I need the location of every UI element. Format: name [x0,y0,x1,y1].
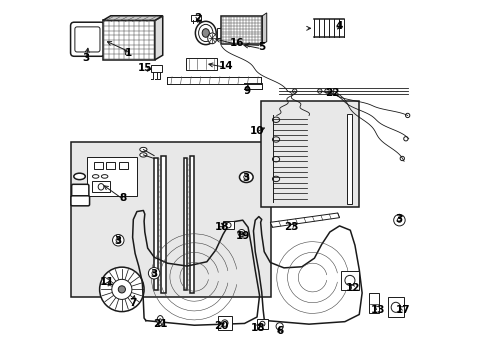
Ellipse shape [140,153,147,157]
Ellipse shape [399,156,404,161]
Circle shape [393,215,405,226]
FancyBboxPatch shape [71,196,89,206]
Polygon shape [102,16,163,21]
Text: 15: 15 [137,63,152,73]
Ellipse shape [74,173,85,180]
Polygon shape [262,13,266,44]
Bar [102,21,155,60]
Text: 12: 12 [345,283,359,293]
Ellipse shape [92,175,99,178]
Text: 3: 3 [114,236,122,246]
Ellipse shape [225,222,230,228]
Text: 5: 5 [258,42,265,52]
Bar [387,297,403,317]
Bar [92,181,110,192]
Bar [161,156,165,293]
Bar [70,142,271,297]
Bar [217,316,231,330]
Bar [190,156,193,293]
Circle shape [396,218,401,222]
Text: 17: 17 [395,305,409,315]
Ellipse shape [244,175,248,179]
Text: 13: 13 [370,305,385,315]
Ellipse shape [405,113,409,118]
Circle shape [100,267,144,312]
Ellipse shape [403,136,407,141]
Text: 8: 8 [120,193,127,203]
Text: 3: 3 [150,269,158,279]
Bar [190,15,201,22]
Text: 4: 4 [335,21,343,31]
Text: 22: 22 [325,88,339,98]
Text: 14: 14 [218,61,233,71]
Bar [94,162,102,169]
Ellipse shape [140,147,147,152]
Bar [260,101,359,207]
FancyBboxPatch shape [75,27,100,52]
Text: 16: 16 [230,38,244,48]
Circle shape [152,271,156,275]
Text: 11: 11 [100,277,115,287]
Text: 3: 3 [395,215,402,224]
Circle shape [116,238,120,242]
Text: 23: 23 [284,222,299,232]
Bar [217,28,223,38]
Bar [119,162,128,169]
Bar [223,221,233,229]
Ellipse shape [157,316,163,325]
Circle shape [112,234,124,246]
Bar [154,158,158,291]
Bar [106,162,115,169]
Text: 1: 1 [124,48,131,58]
Ellipse shape [390,302,400,312]
Circle shape [148,267,160,279]
Bar [257,319,267,329]
Ellipse shape [238,229,244,237]
Ellipse shape [292,89,296,93]
Circle shape [118,286,125,293]
Polygon shape [270,213,339,227]
Ellipse shape [221,320,227,326]
Bar [151,64,162,72]
Ellipse shape [240,231,243,234]
Bar [86,157,137,196]
Ellipse shape [195,21,216,45]
Text: 9: 9 [244,86,250,96]
Text: 2: 2 [194,13,201,23]
Bar [183,158,187,291]
FancyBboxPatch shape [72,184,89,197]
Text: 19: 19 [235,231,249,240]
Text: 6: 6 [275,326,283,336]
Ellipse shape [276,323,283,330]
Ellipse shape [159,319,161,322]
Bar [341,271,358,291]
Ellipse shape [324,89,328,93]
Ellipse shape [317,89,321,93]
Ellipse shape [198,24,212,41]
Ellipse shape [260,321,264,326]
Text: 20: 20 [214,321,228,331]
Text: 3: 3 [82,53,89,63]
Text: 18: 18 [215,222,229,232]
Bar [221,16,262,44]
Polygon shape [155,16,163,60]
Ellipse shape [239,172,253,183]
Bar [346,114,351,204]
Bar [186,58,217,69]
FancyBboxPatch shape [70,22,104,56]
Ellipse shape [98,184,104,190]
Text: 3: 3 [242,173,249,183]
Ellipse shape [101,175,108,178]
Ellipse shape [202,29,209,37]
Text: 10: 10 [249,126,264,135]
Circle shape [112,279,132,300]
Ellipse shape [344,275,354,285]
Bar [368,293,379,313]
Text: 7: 7 [129,298,137,308]
Text: 21: 21 [153,319,167,329]
Ellipse shape [207,33,216,44]
Text: 18: 18 [250,323,265,333]
